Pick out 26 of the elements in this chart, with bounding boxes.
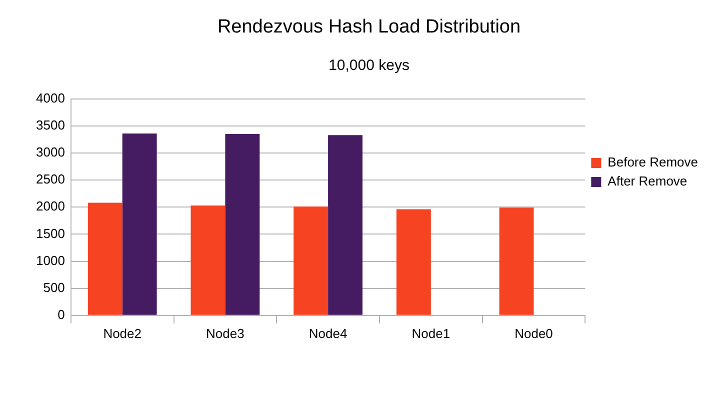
legend-label: After Remove xyxy=(608,174,688,189)
y-tick-label: 1000 xyxy=(36,252,65,268)
y-tick-label: 3000 xyxy=(36,144,65,160)
x-tick-label: Node4 xyxy=(308,326,348,341)
y-tick-label: 2500 xyxy=(36,172,65,187)
bar xyxy=(122,133,157,315)
y-tick-label: 2000 xyxy=(36,198,65,214)
x-tick-label: Node0 xyxy=(514,326,553,341)
bar xyxy=(88,202,122,315)
legend-label: Before Remove xyxy=(608,154,698,170)
bar xyxy=(328,135,363,315)
bar xyxy=(396,209,431,315)
y-tick-label: 1500 xyxy=(36,226,65,241)
chart-title: Rendezvous Hash Load Distribution xyxy=(217,16,521,38)
x-tick-label: Node3 xyxy=(206,326,244,341)
x-tick-label: Node1 xyxy=(412,326,450,341)
chart-subtitle: 10,000 keys xyxy=(328,56,410,74)
bar xyxy=(225,134,260,315)
y-tick-label: 500 xyxy=(43,280,65,295)
y-tick-label: 0 xyxy=(58,306,65,322)
y-tick-label: 4000 xyxy=(36,90,65,106)
bar xyxy=(499,208,534,315)
y-tick-label: 3500 xyxy=(36,117,65,132)
bar xyxy=(294,206,328,315)
x-tick-label: Node2 xyxy=(103,326,142,341)
bar xyxy=(190,205,226,315)
